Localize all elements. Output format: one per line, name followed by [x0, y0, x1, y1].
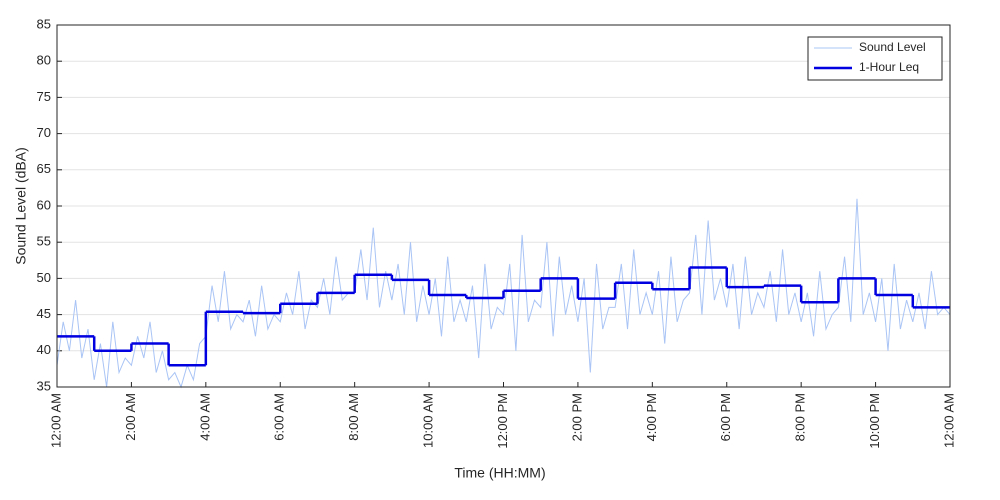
- y-tick-label: 75: [37, 89, 51, 104]
- x-tick-label: 6:00 AM: [272, 393, 287, 441]
- y-tick-label: 55: [37, 234, 51, 249]
- x-tick-label: 2:00 AM: [123, 393, 138, 441]
- x-tick-label: 12:00 AM: [48, 393, 63, 448]
- y-tick-label: 65: [37, 161, 51, 176]
- x-axis-label: Time (HH:MM): [454, 465, 545, 481]
- y-tick-label: 45: [37, 306, 51, 321]
- y-tick-label: 60: [37, 197, 51, 212]
- x-tick-label: 8:00 PM: [793, 393, 808, 441]
- plot-frame: [56, 24, 951, 388]
- x-tick-label: 6:00 PM: [718, 393, 733, 441]
- y-axis-label: Sound Level (dBA): [13, 147, 29, 265]
- y-tick-label: 85: [37, 16, 51, 31]
- y-tick-label: 50: [37, 270, 51, 285]
- y-tick-label: 70: [37, 125, 51, 140]
- x-tick-label: 4:00 PM: [644, 393, 659, 441]
- x-tick-label: 2:00 PM: [569, 393, 584, 441]
- y-tick-label: 35: [37, 378, 51, 393]
- legend-box: [807, 36, 943, 81]
- x-tick-label: 4:00 AM: [197, 393, 212, 441]
- legend-label: Sound Level: [859, 40, 926, 54]
- x-tick-label: 8:00 AM: [346, 393, 361, 441]
- x-tick-label: 10:00 PM: [867, 393, 882, 449]
- y-tick-label: 40: [37, 342, 51, 357]
- x-tick-label: 12:00 AM: [941, 393, 956, 448]
- legend-label: 1-Hour Leq: [859, 60, 919, 74]
- x-tick-label: 10:00 AM: [421, 393, 436, 448]
- y-tick-label: 80: [37, 53, 51, 68]
- x-tick-label: 12:00 PM: [495, 393, 510, 449]
